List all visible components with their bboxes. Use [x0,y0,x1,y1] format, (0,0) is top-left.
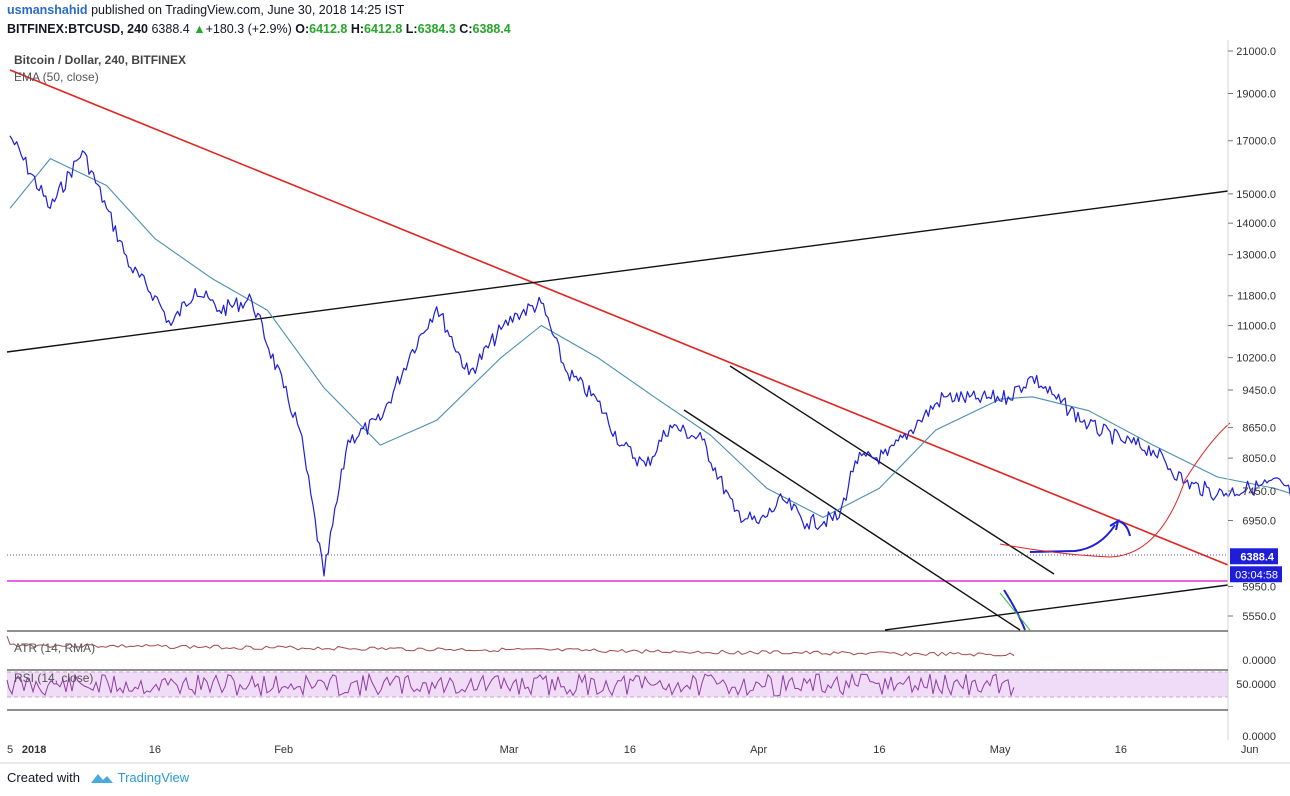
x-tick-label: Jun [1241,744,1259,756]
red-projection-curve [999,422,1231,558]
y-tick-label: 14000.0 [1236,218,1276,230]
ohlc-bar: BITFINEX:BTCUSD, 240 6388.4 ▲+180.3 (+2.… [7,22,511,36]
lower-trendline [884,584,1229,631]
rsi-tick-label: 0.0000 [1242,731,1276,743]
rsi-band [7,672,1228,697]
x-tick-label: Feb [274,744,293,756]
resistance-trendline [9,69,1229,566]
atr-tick-label: 0.0000 [1242,655,1276,667]
tradingview-logo-icon [90,774,113,783]
chart-title: Bitcoin / Dollar, 240, BITFINEX [14,53,187,67]
x-tick-label: 16 [149,744,161,756]
x-tick-label: May [990,744,1011,756]
rsi-line [6,672,1015,698]
created-with-text: Created with [7,770,80,785]
y-tick-label: 13000.0 [1236,250,1276,262]
ema-line [9,158,1290,518]
countdown-label: 03:04:58 [1235,569,1278,581]
last-price: 6388.4 [151,22,190,36]
upper-trendline [6,190,1229,353]
y-tick-label: 7450.0 [1242,486,1276,498]
y-tick-label: 11000.0 [1237,321,1276,333]
up-arrow-icon: ▲ [193,22,206,36]
x-tick-label: 16 [1115,744,1127,756]
channel-lower [683,409,1021,631]
publish-text: published on TradingView.com, June 30, 2… [91,3,405,17]
price-line [9,135,1290,577]
low-label: L: [405,22,418,36]
y-tick-label: 5950.0 [1242,581,1276,593]
green-line [999,592,1031,631]
last-price-label: 6388.4 [1240,551,1275,563]
rsi-legend: RSI (14, close) [14,671,94,685]
channel-upper [729,365,1055,575]
symbol-label: BITFINEX:BTCUSD, 240 [7,22,148,36]
y-tick-label: 8650.0 [1242,423,1276,435]
projection-arrow [1029,524,1116,553]
y-tick-label: 19000.0 [1236,88,1276,100]
x-tick-label: Apr [750,744,767,756]
down-projection [1003,589,1026,631]
x-tick-label: 5 [7,744,13,756]
x-tick-label: 16 [624,744,636,756]
x-tick-label: 16 [873,744,885,756]
publish-info: usmanshahid published on TradingView.com… [7,3,404,17]
close-value: 6388.4 [472,22,511,36]
close-label: C: [459,22,473,36]
author-link[interactable]: usmanshahid [7,3,88,17]
low-value: 6384.3 [417,22,456,36]
projection-curve [1117,520,1131,537]
y-tick-label: 11800.0 [1237,291,1276,303]
countdown-badge [1230,566,1282,583]
open-value: 6412.8 [309,22,348,36]
y-tick-label: 8050.0 [1242,453,1276,465]
high-label: H: [350,22,365,36]
x-tick-label: 2018 [22,744,46,756]
rsi-tick-label: 50.0000 [1236,679,1276,691]
y-tick-label: 5550.0 [1242,611,1276,623]
price-chart[interactable]: 21000.0 19000.0 17000.0 15000.0 14000.0 13000… [0,40,1290,765]
atr-legend: ATR (14, RMA) [14,641,96,655]
high-value: 6412.8 [364,22,403,36]
ema-legend: EMA (50, close) [14,70,99,84]
atr-line [6,635,1015,657]
y-tick-label: 15000.0 [1236,189,1276,201]
y-tick-label: 9450.0 [1242,385,1276,397]
open-label: O: [295,22,310,36]
footer: Created with TradingView [7,770,189,785]
y-tick-label: 10200.0 [1236,353,1276,365]
y-tick-label: 17000.0 [1236,136,1276,148]
price-change: +180.3 (+2.9%) [205,22,292,36]
x-tick-label: Mar [500,744,519,756]
tradingview-link[interactable]: TradingView [117,770,190,785]
last-price-badge [1230,548,1278,565]
y-tick-label: 21000.0 [1236,46,1276,58]
y-tick-label: 6950.0 [1242,515,1276,527]
